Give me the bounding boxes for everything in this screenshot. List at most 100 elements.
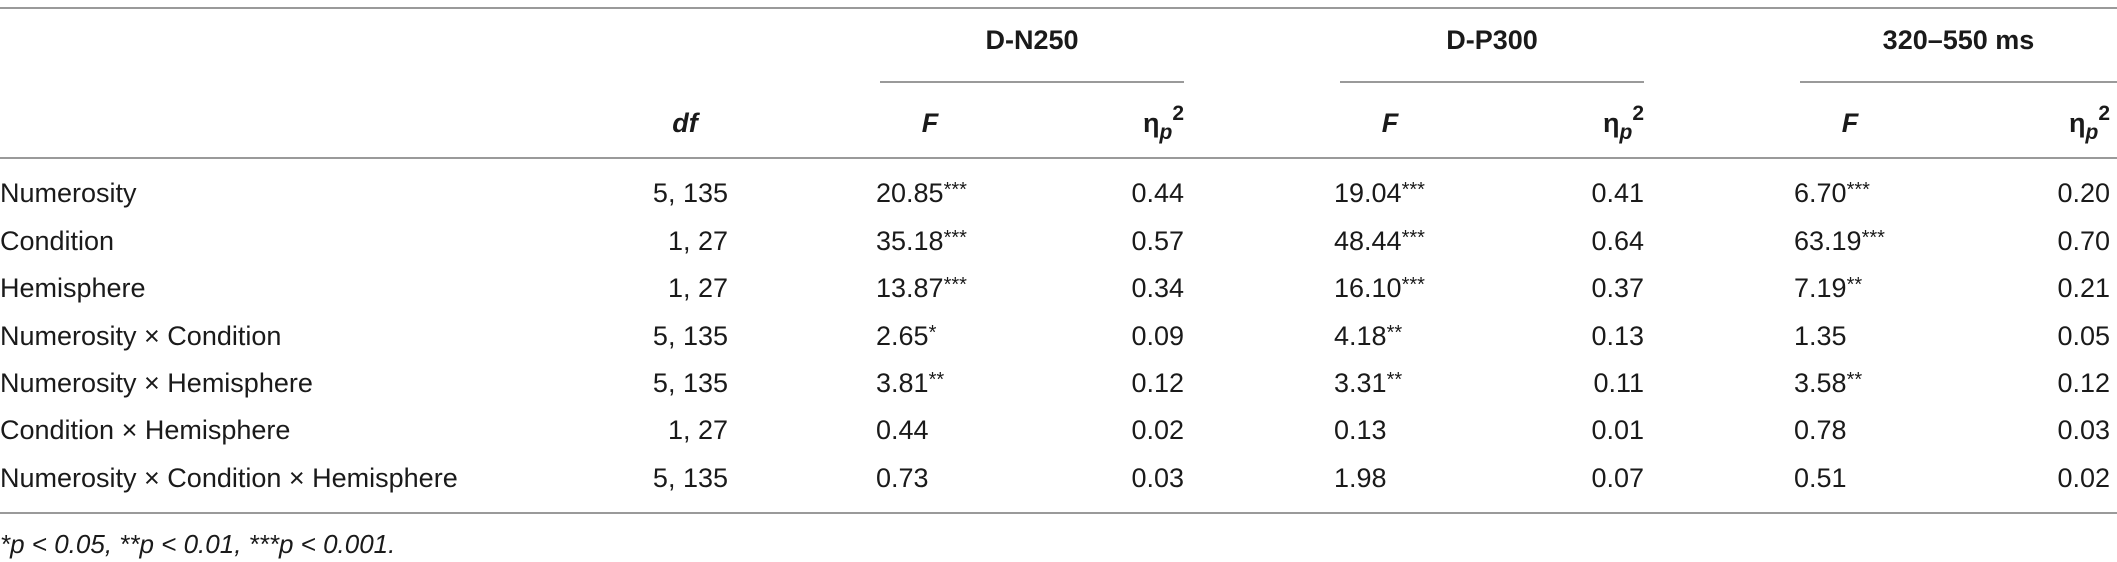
- cell-df-value: 5, 135: [652, 368, 728, 398]
- cell-late-eta-value: 0.21: [2057, 273, 2110, 303]
- column-header-f-late: F: [1841, 108, 1859, 138]
- row-label-value: Numerosity × Condition: [0, 321, 282, 351]
- row-label-value: Hemisphere: [0, 273, 146, 303]
- cell-df-value: 5, 135: [652, 321, 728, 351]
- cell-n250-eta: 0.02: [1084, 413, 1184, 447]
- cell-late-f-value: 1.35: [1794, 321, 1847, 351]
- cell-p300-f-value: 1.98: [1334, 463, 1387, 493]
- cell-n250-f-value: 2.65: [876, 321, 929, 351]
- cell-p300-eta: 0.11: [1544, 366, 1644, 400]
- eta-superscript: 2: [1632, 102, 1644, 125]
- significance-marker: **: [1386, 369, 1403, 391]
- significance-marker: ***: [1401, 179, 1425, 201]
- cell-n250-eta: 0.34: [1084, 271, 1184, 305]
- cell-late-f-value: 0.51: [1794, 463, 1847, 493]
- cell-n250-eta-value: 0.03: [1131, 463, 1184, 493]
- cell-late-f: 3.58**: [1794, 366, 1934, 403]
- cell-late-f: 1.35: [1794, 319, 1934, 356]
- significance-marker: **: [1386, 322, 1403, 344]
- cell-p300-f: 4.18**: [1334, 319, 1474, 356]
- eta-symbol: η: [2068, 108, 2086, 138]
- cell-p300-f: 19.04***: [1334, 176, 1474, 213]
- cell-p300-eta-value: 0.37: [1591, 273, 1644, 303]
- significance-marker: **: [928, 369, 945, 391]
- significance-marker: ***: [943, 274, 967, 296]
- cell-late-eta-value: 0.05: [2057, 321, 2110, 351]
- column-header-eta-n250: ηp2: [1084, 102, 1184, 144]
- cell-late-eta-value: 0.70: [2057, 226, 2110, 256]
- cell-p300-f: 1.98: [1334, 461, 1474, 498]
- cell-df-value: 5, 135: [652, 178, 728, 208]
- cell-p300-f: 3.31**: [1334, 366, 1474, 403]
- cell-late-eta-value: 0.03: [2057, 415, 2110, 445]
- group-rule-p300: [1340, 81, 1644, 83]
- group-rule-late: [1800, 81, 2117, 83]
- row-label: Numerosity × Hemisphere: [0, 366, 560, 400]
- significance-marker: **: [1846, 369, 1863, 391]
- cell-p300-f-value: 16.10: [1334, 273, 1402, 303]
- eta-subscript: p: [1159, 121, 1173, 144]
- significance-marker: ***: [943, 227, 967, 249]
- cell-df: 5, 135: [600, 176, 728, 210]
- row-label-value: Numerosity × Condition × Hemisphere: [0, 463, 458, 493]
- cell-p300-eta: 0.13: [1544, 319, 1644, 353]
- cell-n250-f-value: 0.73: [876, 463, 929, 493]
- table-top-rule: [0, 7, 2117, 9]
- significance-marker: *: [928, 322, 937, 344]
- eta-subscript: p: [1619, 121, 1633, 144]
- cell-late-f: 7.19**: [1794, 271, 1934, 308]
- group-header-n250: D-N250: [985, 25, 1079, 55]
- significance-marker: ***: [943, 179, 967, 201]
- cell-n250-f-value: 0.44: [876, 415, 929, 445]
- cell-late-f-value: 3.58: [1794, 368, 1847, 398]
- significance-marker: ***: [1861, 227, 1885, 249]
- eta-superscript: 2: [1172, 102, 1184, 125]
- cell-n250-f-value: 3.81: [876, 368, 929, 398]
- cell-n250-f: 2.65*: [876, 319, 1016, 356]
- cell-n250-eta: 0.03: [1084, 461, 1184, 495]
- significance-marker: ***: [1401, 274, 1425, 296]
- cell-late-f-value: 63.19: [1794, 226, 1862, 256]
- row-label-value: Numerosity × Hemisphere: [0, 368, 313, 398]
- cell-n250-eta-value: 0.02: [1131, 415, 1184, 445]
- cell-n250-f: 35.18***: [876, 224, 1016, 261]
- cell-n250-f: 0.73: [876, 461, 1016, 498]
- significance-marker: ***: [1401, 227, 1425, 249]
- cell-df: 1, 27: [600, 413, 728, 447]
- cell-p300-eta-value: 0.01: [1591, 415, 1644, 445]
- cell-n250-f-value: 20.85: [876, 178, 944, 208]
- cell-df: 5, 135: [600, 461, 728, 495]
- cell-late-f: 63.19***: [1794, 224, 1934, 261]
- group-header-p300: D-P300: [1446, 25, 1538, 55]
- cell-df-value: 1, 27: [667, 226, 728, 256]
- cell-p300-eta-value: 0.41: [1591, 178, 1644, 208]
- cell-p300-f: 16.10***: [1334, 271, 1474, 308]
- column-header-eta-p300: ηp2: [1544, 102, 1644, 144]
- significance-marker: ***: [1846, 179, 1870, 201]
- cell-late-eta: 0.03: [2004, 413, 2110, 447]
- cell-n250-eta: 0.09: [1084, 319, 1184, 353]
- cell-late-f-value: 6.70: [1794, 178, 1847, 208]
- row-label: Numerosity × Condition: [0, 319, 560, 353]
- cell-p300-eta: 0.01: [1544, 413, 1644, 447]
- cell-n250-f-value: 35.18: [876, 226, 944, 256]
- cell-late-f: 0.51: [1794, 461, 1934, 498]
- cell-df: 1, 27: [600, 271, 728, 305]
- cell-late-eta: 0.12: [2004, 366, 2110, 400]
- cell-n250-eta: 0.12: [1084, 366, 1184, 400]
- column-header-f-p300: F: [1381, 108, 1399, 138]
- column-header-f-n250: F: [921, 108, 939, 138]
- cell-df: 5, 135: [600, 319, 728, 353]
- cell-late-f-value: 0.78: [1794, 415, 1847, 445]
- column-header-df: df: [672, 108, 698, 138]
- row-label: Condition × Hemisphere: [0, 413, 560, 447]
- row-label-value: Numerosity: [0, 178, 137, 208]
- eta-subscript: p: [2085, 121, 2099, 144]
- cell-n250-eta: 0.44: [1084, 176, 1184, 210]
- cell-p300-f: 0.13: [1334, 413, 1474, 450]
- cell-late-eta-value: 0.20: [2057, 178, 2110, 208]
- cell-p300-f: 48.44***: [1334, 224, 1474, 261]
- cell-late-eta: 0.05: [2004, 319, 2110, 353]
- cell-df-value: 1, 27: [667, 415, 728, 445]
- row-label: Condition: [0, 224, 560, 258]
